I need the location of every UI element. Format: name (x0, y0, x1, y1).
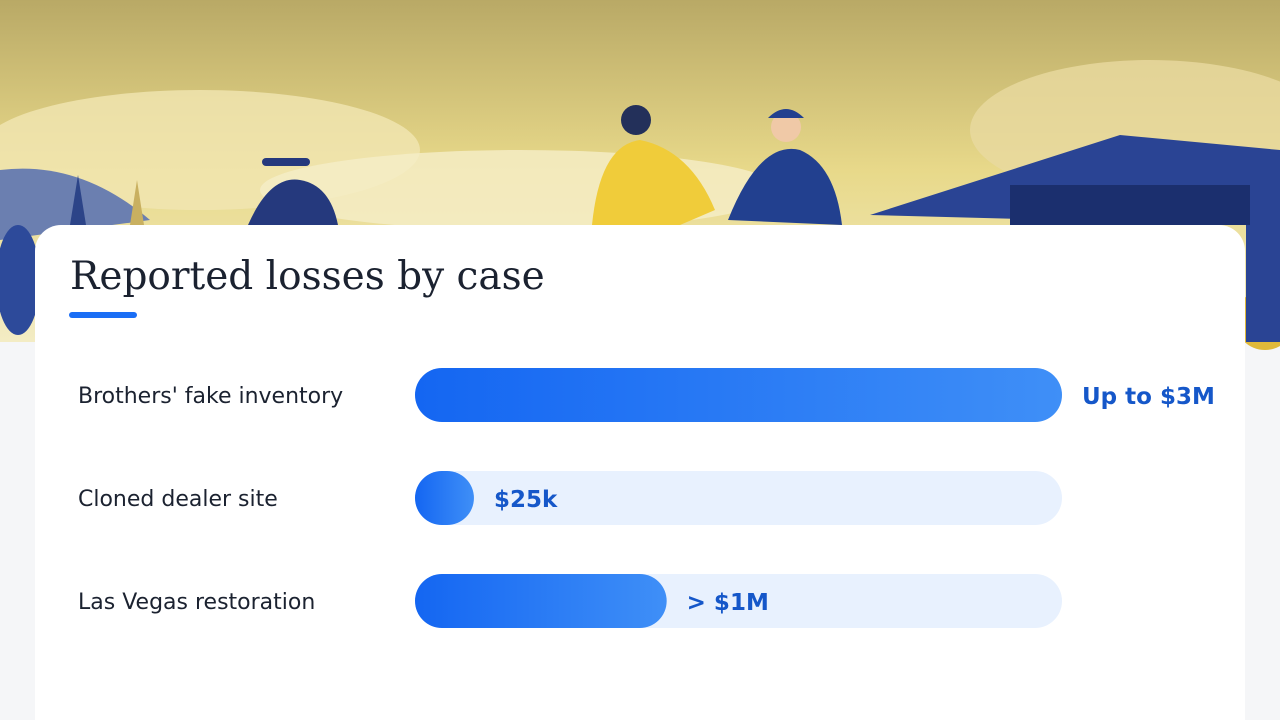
bar (415, 574, 667, 628)
category-label: Cloned dealer site (78, 487, 278, 512)
chart-title: Reported losses by case (70, 254, 545, 299)
value-label: > $1M (687, 590, 769, 616)
bar (415, 368, 1062, 422)
value-label: $25k (494, 487, 558, 513)
bar (415, 471, 474, 525)
title-underline (69, 312, 137, 318)
category-label: Las Vegas restoration (78, 590, 315, 615)
value-label: Up to $3M (1082, 384, 1215, 410)
bar-track (415, 471, 1062, 525)
category-label: Brothers' fake inventory (78, 384, 343, 409)
